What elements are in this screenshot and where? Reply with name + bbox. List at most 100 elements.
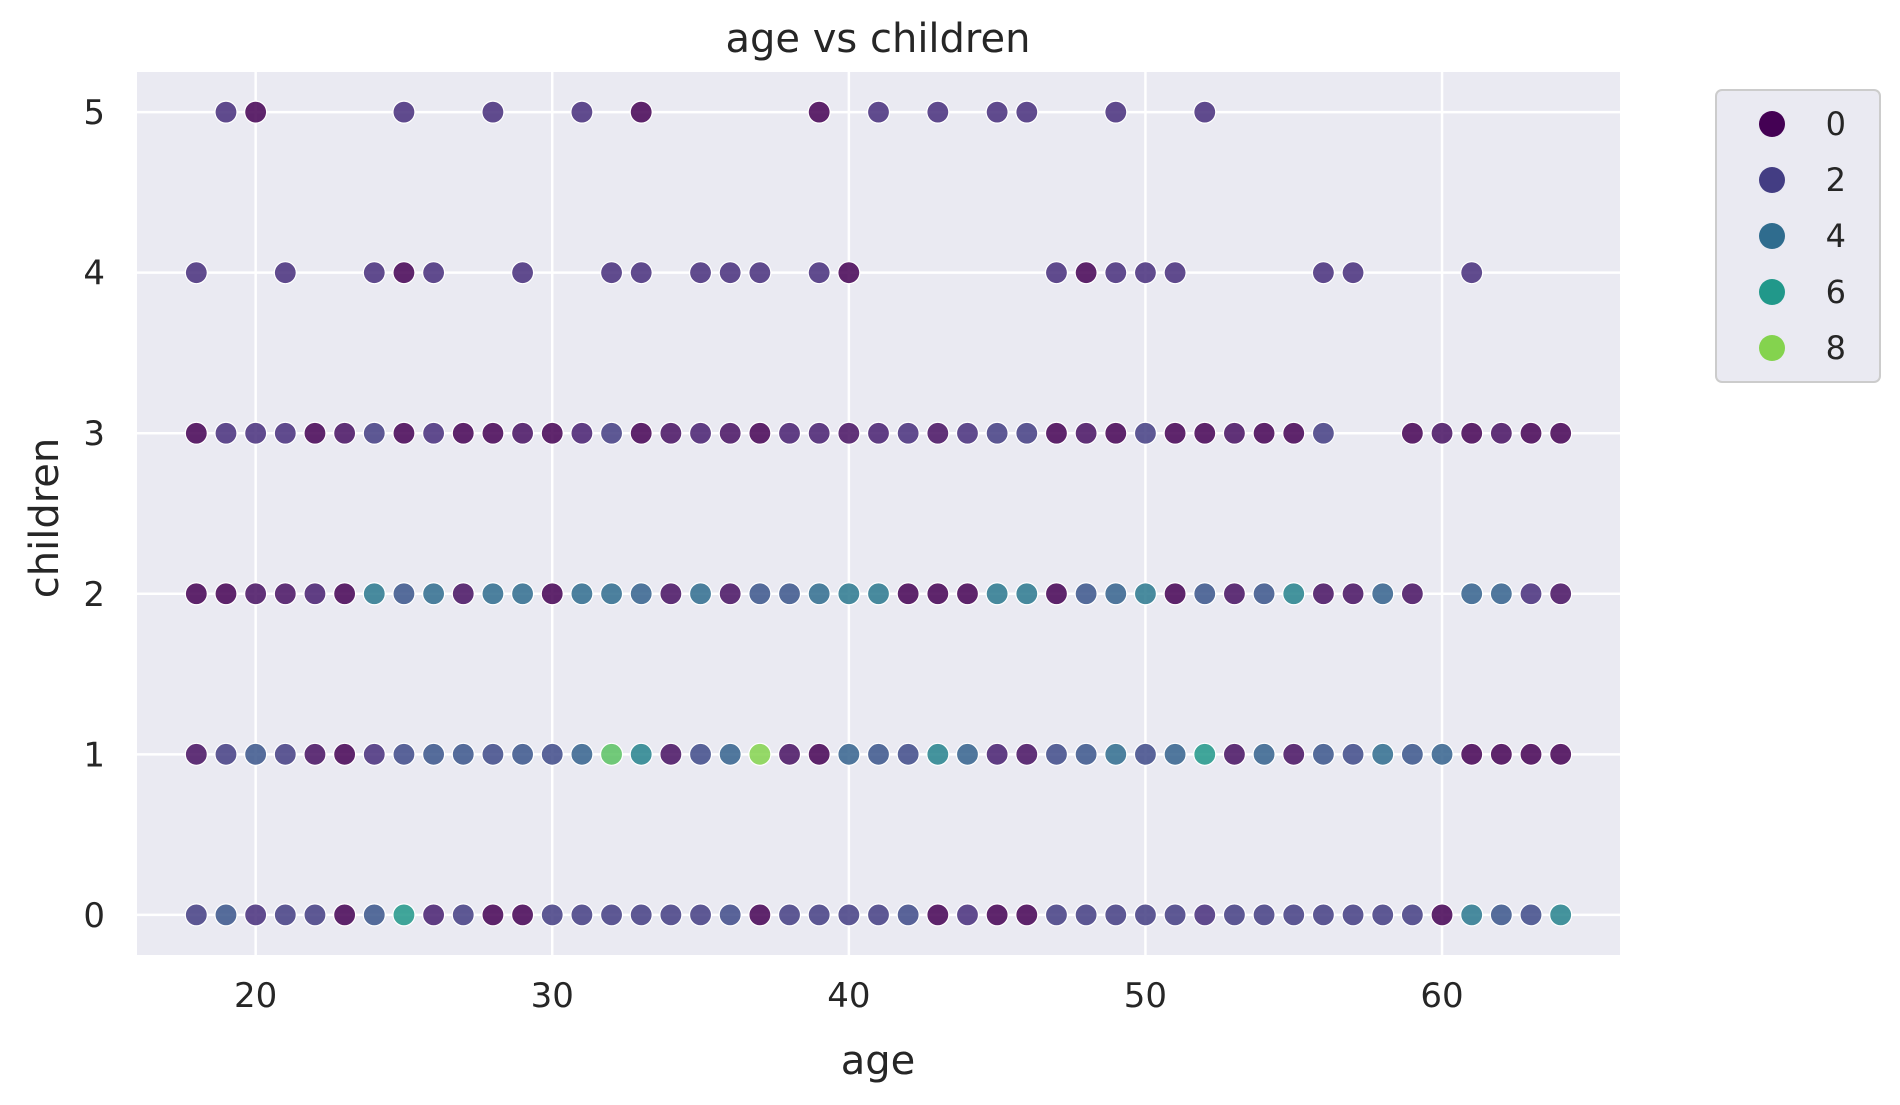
data-point [1519,742,1543,766]
data-point [1104,421,1128,445]
data-point [184,903,208,927]
legend-marker [1759,335,1785,361]
data-point [392,421,416,445]
data-point [392,582,416,606]
data-point [1252,742,1276,766]
data-point [333,742,357,766]
data-point [1311,903,1336,927]
data-point [333,582,357,606]
data-point [688,582,713,606]
data-point [718,421,742,445]
data-point [866,903,891,927]
data-point [362,261,386,285]
data-point [1163,261,1187,285]
data-point [540,582,564,606]
data-point [718,903,742,927]
data-point [362,903,386,927]
legend-marker [1759,279,1785,305]
data-point [1311,582,1336,606]
data-point [1489,742,1513,766]
data-point [1133,582,1158,606]
data-point [1430,903,1454,927]
data-point [629,100,653,124]
y-tick-label: 3 [83,414,105,454]
data-point [1044,421,1069,445]
data-point [1193,582,1217,606]
data-point [1400,582,1424,606]
data-point [837,582,861,606]
data-point [599,742,624,766]
data-point [985,903,1009,927]
data-point [1193,421,1217,445]
data-points [184,100,1573,927]
data-point [1252,903,1276,927]
data-point [718,582,742,606]
data-point [1489,903,1513,927]
data-point [807,261,831,285]
data-point [1252,421,1276,445]
data-point [422,903,446,927]
legend-label: 6 [1826,273,1846,311]
data-point [362,582,386,606]
data-point [688,261,713,285]
y-tick-labels: 0 1 2 3 4 5 [83,93,105,936]
data-point [273,421,297,445]
data-point [1133,742,1158,766]
data-point [926,421,950,445]
legend-label: 4 [1826,217,1846,255]
data-point [1549,742,1573,766]
legend-entries: 0 2 4 6 8 [1759,105,1846,367]
data-point [1015,100,1039,124]
x-tick-label: 60 [1420,976,1463,1016]
data-point [1430,421,1454,445]
data-point [629,742,653,766]
data-point [1104,261,1128,285]
data-point [510,582,535,606]
legend-marker [1759,223,1785,249]
data-point [244,742,268,766]
data-point [510,903,535,927]
data-point [1044,582,1069,606]
data-point [1222,582,1247,606]
y-axis-title: children [22,438,68,599]
data-point [1193,903,1217,927]
data-point [1549,903,1573,927]
data-point [1282,421,1306,445]
data-point [926,100,950,124]
data-point [1460,742,1484,766]
data-point [688,903,713,927]
data-point [1163,582,1187,606]
data-point [1015,421,1039,445]
data-point [748,421,772,445]
data-point [896,742,920,766]
data-point [1400,421,1424,445]
legend-marker [1759,167,1785,193]
x-tick-label: 30 [531,976,574,1016]
data-point [599,582,624,606]
data-point [570,742,594,766]
data-point [985,421,1009,445]
data-point [955,582,980,606]
data-point [866,421,891,445]
data-point [303,582,327,606]
data-point [273,582,297,606]
data-point [1341,261,1365,285]
data-point [1163,903,1187,927]
data-point [777,582,802,606]
data-point [1193,742,1217,766]
data-point [570,100,594,124]
data-point [1460,582,1484,606]
data-point [659,903,683,927]
data-point [422,261,446,285]
data-point [214,421,238,445]
data-point [422,742,446,766]
data-point [184,261,208,285]
legend-label: 0 [1826,105,1846,143]
data-point [1460,421,1484,445]
x-tick-label: 20 [234,976,277,1016]
data-point [896,421,920,445]
data-point [1104,742,1128,766]
data-point [273,742,297,766]
data-point [1282,742,1306,766]
x-tick-label: 40 [827,976,870,1016]
